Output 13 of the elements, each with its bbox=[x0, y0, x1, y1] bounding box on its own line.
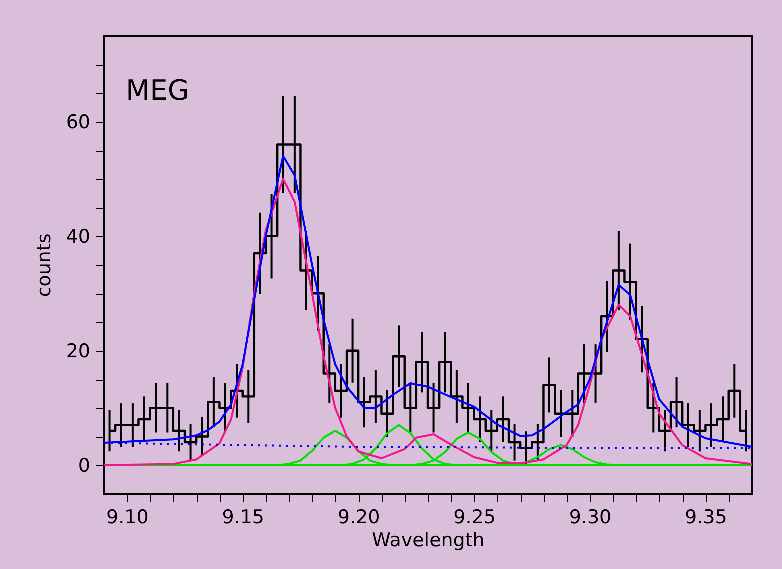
x-tick-label: 9.25 bbox=[454, 506, 496, 528]
y-tick-label: 0 bbox=[78, 454, 90, 477]
x-tick-label: 9.30 bbox=[569, 506, 612, 528]
x-tick-label: 9.35 bbox=[685, 506, 728, 528]
annotation: MEG bbox=[126, 74, 190, 107]
x-tick-label: 9.15 bbox=[222, 506, 265, 528]
y-tick-label: 40 bbox=[66, 226, 90, 248]
y-tick-label: 60 bbox=[66, 111, 90, 134]
x-axis-title: Wavelength bbox=[372, 530, 485, 552]
y-axis-title: counts bbox=[33, 234, 56, 298]
x-tick-label: 9.20 bbox=[338, 506, 380, 528]
x-tick-label: 9.10 bbox=[106, 506, 149, 528]
y-tick-label: 20 bbox=[66, 340, 90, 362]
